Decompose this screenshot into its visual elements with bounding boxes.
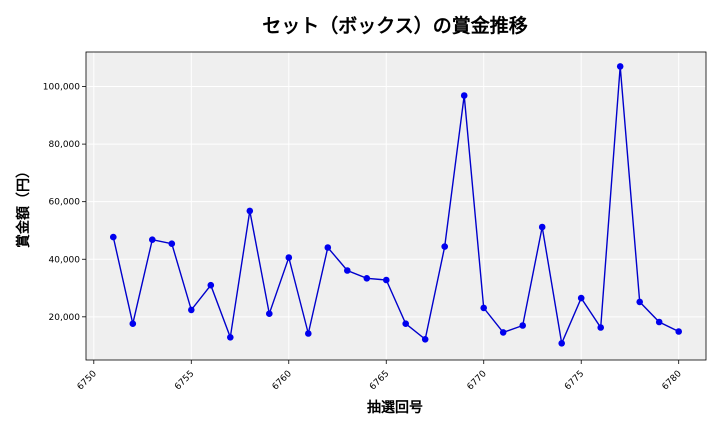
chart-title: セット（ボックス）の賞金推移 [262, 14, 527, 37]
data-point [266, 310, 273, 318]
data-point [460, 92, 468, 99]
x-tick-label: 6775 [563, 369, 586, 392]
data-point [616, 63, 624, 70]
data-point [636, 298, 643, 306]
x-axis-label: 抽選回号 [367, 399, 423, 416]
y-tick-label: 100,000 [43, 83, 80, 93]
x-tick-label: 6760 [271, 369, 294, 392]
data-point [227, 334, 234, 341]
x-tick-label: 6770 [466, 369, 489, 392]
x-tick-label: 6750 [76, 369, 99, 392]
data-point [188, 306, 195, 314]
data-point [168, 240, 176, 247]
data-point [441, 243, 449, 250]
y-axis-ticks: 20,000 40,000 60,000 80,000 100,000 [43, 83, 86, 323]
data-point [538, 223, 546, 231]
data-point [129, 320, 137, 328]
data-point [110, 233, 117, 241]
data-point [207, 281, 215, 289]
data-point [383, 276, 390, 284]
data-point [597, 324, 604, 331]
y-axis-label: 賞金額（円） [15, 164, 32, 248]
data-point [480, 304, 488, 312]
series-line [112, 66, 680, 346]
data-point [363, 275, 371, 282]
y-tick-label: 20,000 [49, 313, 81, 323]
data-point [305, 330, 312, 337]
y-tick-label: 60,000 [49, 198, 81, 208]
data-point [558, 340, 565, 347]
data-point [344, 267, 351, 274]
data-point [285, 254, 293, 261]
x-tick-label: 6755 [173, 369, 196, 392]
data-point [149, 236, 156, 243]
y-tick-label: 40,000 [49, 255, 81, 265]
x-tick-label: 6765 [368, 369, 391, 392]
data-points [110, 63, 682, 347]
data-point [324, 244, 332, 251]
data-point [402, 320, 410, 328]
data-point [421, 336, 429, 343]
data-point [675, 328, 682, 335]
y-tick-label: 80,000 [49, 140, 81, 150]
data-point [246, 207, 254, 215]
data-point [655, 318, 663, 326]
data-point [577, 294, 585, 302]
x-axis-ticks: 6750 6755 6760 6765 6770 6775 6780 [76, 360, 684, 392]
x-tick-label: 6780 [661, 369, 684, 392]
data-point [499, 329, 507, 336]
plot-frame [85, 51, 707, 361]
data-point [519, 322, 526, 329]
grid-lines [86, 52, 706, 360]
plot-area [86, 52, 706, 360]
